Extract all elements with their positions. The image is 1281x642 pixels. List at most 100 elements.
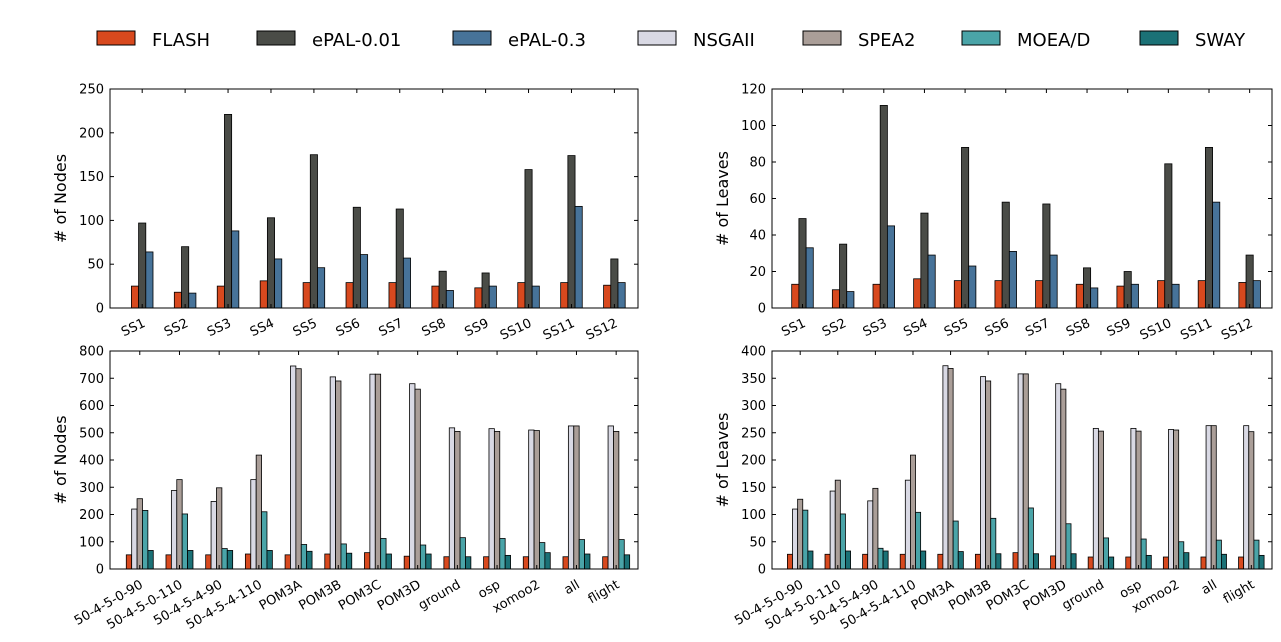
bar (459, 537, 466, 570)
bar (1173, 429, 1180, 570)
bar (1070, 553, 1077, 570)
x-tick-label: SS6 (983, 316, 1012, 340)
bar (610, 258, 619, 309)
bar (1197, 280, 1206, 309)
bar (1145, 554, 1152, 570)
bar (522, 556, 530, 570)
bar (388, 282, 397, 309)
bar (364, 552, 371, 570)
bar (1027, 507, 1034, 570)
bar (224, 114, 233, 309)
bar (448, 427, 456, 570)
bar (324, 553, 331, 570)
bar (329, 376, 336, 570)
bar (1050, 555, 1057, 570)
bar (1108, 556, 1115, 570)
legend-swatch (802, 30, 842, 46)
bar (1090, 287, 1099, 309)
bar (488, 285, 497, 309)
y-tick-label: 100 (741, 508, 766, 523)
x-tick-label: SS9 (463, 316, 492, 340)
y-tick-label: 150 (79, 170, 104, 185)
legend-swatch (256, 30, 296, 46)
bar (1130, 283, 1139, 309)
bar (1221, 553, 1227, 570)
legend-item: ePAL-0.3 (452, 30, 586, 51)
bar (791, 283, 800, 309)
bar (454, 430, 461, 570)
bar (483, 556, 490, 570)
bar (1253, 539, 1260, 570)
bar (1075, 283, 1084, 309)
bar (899, 553, 906, 570)
bar (1116, 285, 1125, 309)
legend-swatch (1139, 30, 1179, 46)
bar (915, 511, 922, 570)
bar (360, 254, 369, 309)
bar (985, 380, 992, 570)
x-tick-label: SS9 (1105, 316, 1134, 340)
y-tick-label: 20 (749, 265, 766, 280)
bar (181, 246, 190, 309)
legend-swatch (961, 30, 1001, 46)
bar (517, 282, 526, 309)
bar (1035, 280, 1044, 309)
bar (130, 285, 139, 309)
y-axis-label: # of Leaves (713, 151, 732, 246)
bar (255, 454, 262, 570)
bar (1157, 280, 1166, 309)
y-tick-label: 0 (758, 563, 766, 578)
bar (1205, 425, 1212, 570)
bar (1033, 553, 1039, 570)
x-tick-label: POM3A (909, 577, 957, 613)
legend-label: ePAL-0.3 (508, 30, 586, 51)
bar (807, 550, 814, 570)
bar (602, 556, 609, 570)
x-tick-label: POM3B (297, 577, 345, 613)
y-tick-label: 0 (96, 302, 104, 317)
bar (1168, 429, 1174, 570)
x-tick-label: SS2 (162, 316, 191, 340)
legend-swatch (637, 30, 677, 46)
bar (1125, 556, 1132, 570)
bar (300, 544, 308, 570)
bar (419, 544, 427, 570)
y-tick-label: 350 (741, 372, 766, 387)
x-tick-label: SS1 (119, 316, 148, 340)
bar (438, 270, 447, 309)
bar (1001, 201, 1010, 309)
y-tick-label: 300 (741, 399, 766, 414)
bar (910, 454, 916, 570)
x-tick-label: ground (1060, 577, 1107, 613)
y-tick-label: 80 (749, 156, 766, 171)
bar (1200, 556, 1207, 570)
bar (499, 538, 506, 570)
y-tick-label: 250 (741, 426, 766, 441)
bar (904, 479, 911, 570)
x-tick-label: SS8 (420, 316, 449, 340)
x-tick-label: SS10 (498, 316, 534, 344)
y-tick-label: 50 (87, 258, 104, 273)
x-tick-label: SS11 (1178, 316, 1214, 344)
bar (942, 365, 949, 570)
legend-label: MOEA/D (1017, 30, 1090, 51)
bar (284, 554, 291, 570)
bar (584, 553, 591, 570)
bar (867, 500, 874, 570)
legend-item: SPEA2 (802, 30, 915, 51)
bar (562, 556, 569, 570)
y-tick-label: 50 (749, 535, 766, 550)
bar (1055, 383, 1062, 570)
x-tick-label: SS11 (541, 316, 577, 344)
bar (544, 552, 551, 570)
y-tick-label: 250 (79, 83, 104, 98)
y-axis-label: # of Leaves (713, 413, 732, 508)
bar (1049, 254, 1058, 309)
x-tick-label: SS7 (1023, 316, 1052, 340)
bar (805, 247, 814, 309)
bar (990, 517, 997, 570)
x-tick-label: SS7 (377, 316, 406, 340)
bar (567, 155, 576, 309)
legend-label: FLASH (152, 30, 210, 51)
x-tick-label: SS5 (291, 316, 320, 340)
